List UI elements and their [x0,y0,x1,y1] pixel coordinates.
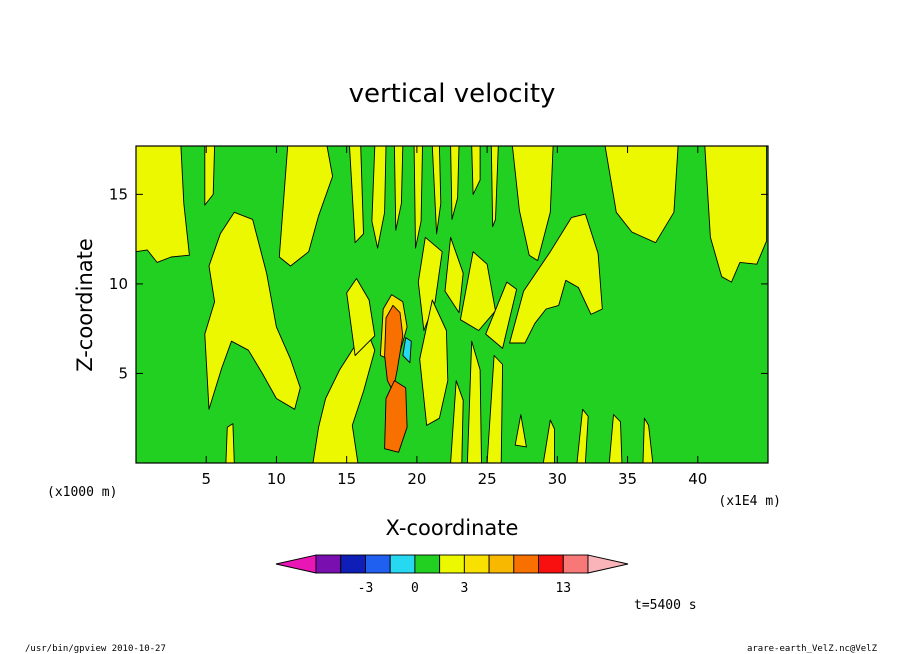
contour-region [225,423,235,463]
colorbar-box [538,554,564,574]
colorbar-box [414,554,441,574]
contour-region [509,213,603,344]
y-tick-label: 10 [109,275,128,293]
y-axis-label: Z-coordinate [73,238,97,372]
chart-title: vertical velocity [349,79,556,109]
contour-region [466,340,482,463]
contour-plot-area [135,145,769,464]
contour-region [384,380,408,453]
x-tick-label: 40 [688,470,707,488]
colorbar-box [389,554,416,574]
contour-region [576,408,589,463]
contour-region [704,146,768,283]
contour-region [278,146,334,267]
contour-region [485,281,518,349]
contour-region [204,211,301,410]
y-tick-label: 15 [109,185,128,203]
contour-region [486,355,504,463]
x-scale-label: (x1E4 m) [718,494,781,509]
contour-region [642,417,654,463]
x-tick-label: 5 [201,470,211,488]
colorbar-box [463,554,490,574]
x-tick-label: 15 [337,470,356,488]
contour-region [490,146,499,228]
colorbar-label: 13 [555,581,571,596]
colorbar-label: 3 [460,581,468,596]
contour-region [349,146,364,244]
contour-region [608,414,623,463]
contour-regions [136,146,768,463]
contour-region [514,414,527,448]
colorbar-box [315,554,342,574]
contour-region [384,304,404,392]
contour-region [346,278,376,356]
colorbar [275,554,629,574]
y-axis-ticks: 5 10 15 [109,185,768,382]
x-unit-label: (x1000 m) [47,485,117,500]
colorbar-label: 0 [411,581,419,596]
contour-region [450,146,460,220]
contour-region [204,146,216,206]
colorbar-min-arrow [275,554,317,574]
colorbar-box [562,554,589,574]
colorbar-box [340,554,366,574]
colorbar-box [365,554,391,574]
plot-frame [135,145,769,464]
contour-region [402,337,412,364]
x-tick-label: 35 [618,470,637,488]
contour-region [471,146,481,195]
x-axis-label: X-coordinate [386,516,519,540]
time-label: t=5400 s [634,598,697,613]
contour-region [136,146,190,263]
footer-left: /usr/bin/gpview 2010-10-27 [25,644,166,654]
colorbar-max-arrow [587,554,629,574]
contour-region [419,299,449,426]
contour-region [393,146,404,231]
colorbar-label: -3 [358,581,374,596]
contour-region [511,146,554,262]
x-tick-label: 25 [478,470,497,488]
contour-region [371,146,387,249]
contour-region [444,236,464,314]
x-tick-label: 20 [407,470,426,488]
x-tick-label: 30 [548,470,567,488]
colorbar-box [513,554,539,574]
contour-region [604,146,679,244]
contour-region [450,380,464,463]
x-axis-ticks: 5 10 15 20 25 30 35 40 [201,146,707,488]
colorbar-box [439,554,465,574]
contour-region [542,419,555,463]
contour-region [431,146,442,235]
footer-right: arare-earth_VelZ.nc@VelZ [747,644,878,654]
y-tick-label: 5 [118,364,128,382]
colorbar-labels: -3 0 3 13 [358,581,571,596]
contour-region [413,146,423,249]
x-tick-label: 10 [267,470,286,488]
colorbar-box [488,554,515,574]
contour-region [459,251,496,331]
